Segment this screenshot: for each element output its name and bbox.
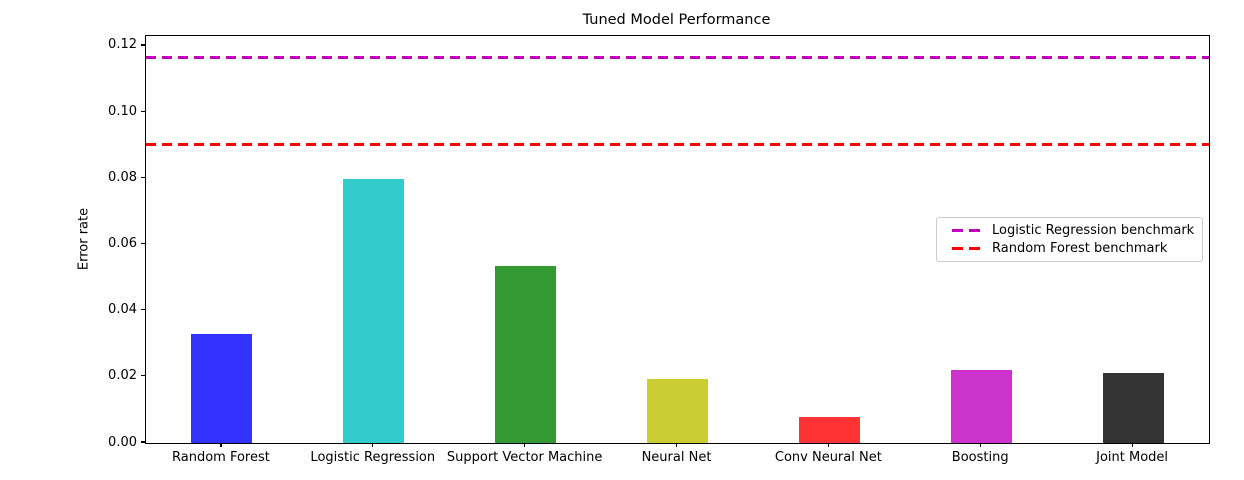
legend-item-random-forest-benchmark: Random Forest benchmark [952,240,1192,258]
y-tick-label-0.04: 0.04 [108,302,137,318]
y-tick-0.12 [141,44,145,46]
legend: Logistic Regression benchmark Random For… [936,217,1203,262]
y-tick-label-0.10: 0.10 [108,103,137,119]
y-tick-0.06 [141,242,145,245]
logistic-regression-benchmark-line [146,56,1209,60]
y-tick-label-0.08: 0.08 [108,169,137,185]
x-tick-label-joint-model: Joint Model [1096,450,1169,465]
bar-conv-neural-net [798,416,860,443]
magenta-dashed-line-sample [952,229,980,233]
bar-boosting [950,369,1012,443]
y-tick-0.02 [141,375,145,377]
y-tick-label-0.00: 0.00 [108,434,137,450]
plot-area: Logistic Regression benchmark Random For… [145,35,1210,444]
bar-random-forest [191,334,253,443]
y-tick-label-0.06: 0.06 [108,235,137,251]
bar-logistic-regression [343,178,405,443]
x-tick-label-support-vector-machine: Support Vector Machine [446,450,603,465]
x-tick-label-random-forest: Random Forest [171,450,270,465]
y-tick-0.04 [141,309,145,311]
random-forest-benchmark-line [146,142,1209,146]
legend-label: Random Forest benchmark [992,240,1168,256]
y-tick-0.00 [141,441,145,443]
y-tick-0.08 [141,176,145,178]
chart-title: Tuned Model Performance [582,12,771,28]
x-tick-label-boosting: Boosting [951,450,1009,465]
y-tick-label-0.02: 0.02 [108,368,137,384]
x-tick-label-neural-net: Neural Net [641,450,712,465]
bar-neural-net [647,378,708,443]
bar-support-vector-machine [495,265,557,443]
x-tick-joint-model [1131,443,1133,447]
x-tick-support-vector-machine [524,443,526,447]
x-tick-conv-neural-net [827,443,830,447]
x-tick-label-logistic-regression: Logistic Regression [310,450,436,465]
x-tick-neural-net [676,443,678,447]
legend-item-logistic-regression-benchmark: Logistic Regression benchmark [952,222,1195,240]
x-tick-logistic-regression [372,443,374,447]
y-tick-label-0.12: 0.12 [108,37,137,53]
x-tick-label-conv-neural-net: Conv Neural Net [774,450,882,465]
x-tick-boosting [979,443,981,447]
y-tick-0.10 [141,110,145,112]
x-tick-random-forest [220,443,222,447]
bar-joint-model [1102,372,1164,443]
legend-label: Logistic Regression benchmark [992,223,1195,239]
red-dashed-line-sample [952,246,980,250]
